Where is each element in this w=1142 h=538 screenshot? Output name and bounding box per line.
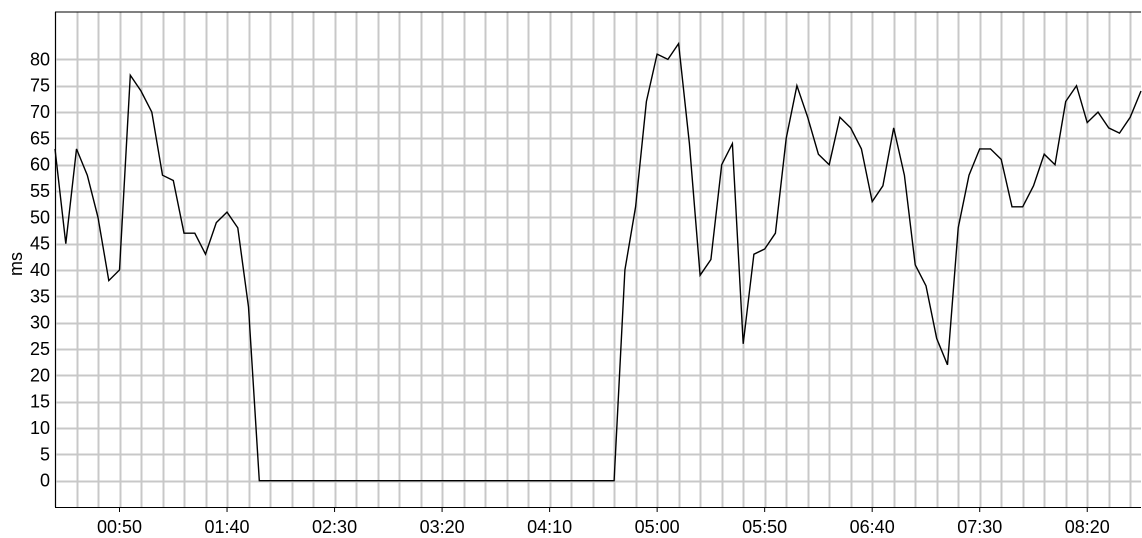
- y-tick-label: 70: [30, 102, 50, 122]
- y-tick-label: 40: [30, 260, 50, 280]
- y-tick-label: 5: [40, 444, 50, 464]
- y-tick-label: 75: [30, 76, 50, 96]
- x-tick-label: 06:40: [850, 517, 895, 537]
- y-tick-label: 80: [30, 49, 50, 69]
- x-tick-label: 03:20: [420, 517, 465, 537]
- x-tick-label: 04:10: [527, 517, 572, 537]
- x-tick-label: 05:50: [742, 517, 787, 537]
- y-tick-label: 60: [30, 155, 50, 175]
- x-tick-label: 00:50: [97, 517, 142, 537]
- x-tick-label: 05:00: [635, 517, 680, 537]
- y-tick-label: 30: [30, 313, 50, 333]
- x-tick-label: 01:40: [205, 517, 250, 537]
- series-layer: [54, 41, 1142, 482]
- x-tick-label: 02:30: [312, 517, 357, 537]
- y-tick-label: 50: [30, 207, 50, 227]
- y-tick-label: 55: [30, 181, 50, 201]
- x-tick-label: 07:30: [957, 517, 1002, 537]
- y-tick-label: 25: [30, 339, 50, 359]
- y-tick-label: 15: [30, 392, 50, 412]
- y-tick-label: 45: [30, 234, 50, 254]
- series-line: [54, 41, 1142, 482]
- axes: 0 5 10 15 20 25 30 35 40 45 50 55 60 65 70 75 80 00:50 01:…: [30, 11, 1141, 537]
- y-tick-label: 20: [30, 365, 50, 385]
- y-tick-label: 10: [30, 418, 50, 438]
- y-tick-label: 35: [30, 286, 50, 306]
- y-tick-label: 0: [40, 471, 50, 491]
- grid: [54, 12, 1141, 507]
- x-tick-label: 08:20: [1065, 517, 1110, 537]
- y-axis-label: ms: [6, 252, 26, 276]
- y-tick-label: 65: [30, 128, 50, 148]
